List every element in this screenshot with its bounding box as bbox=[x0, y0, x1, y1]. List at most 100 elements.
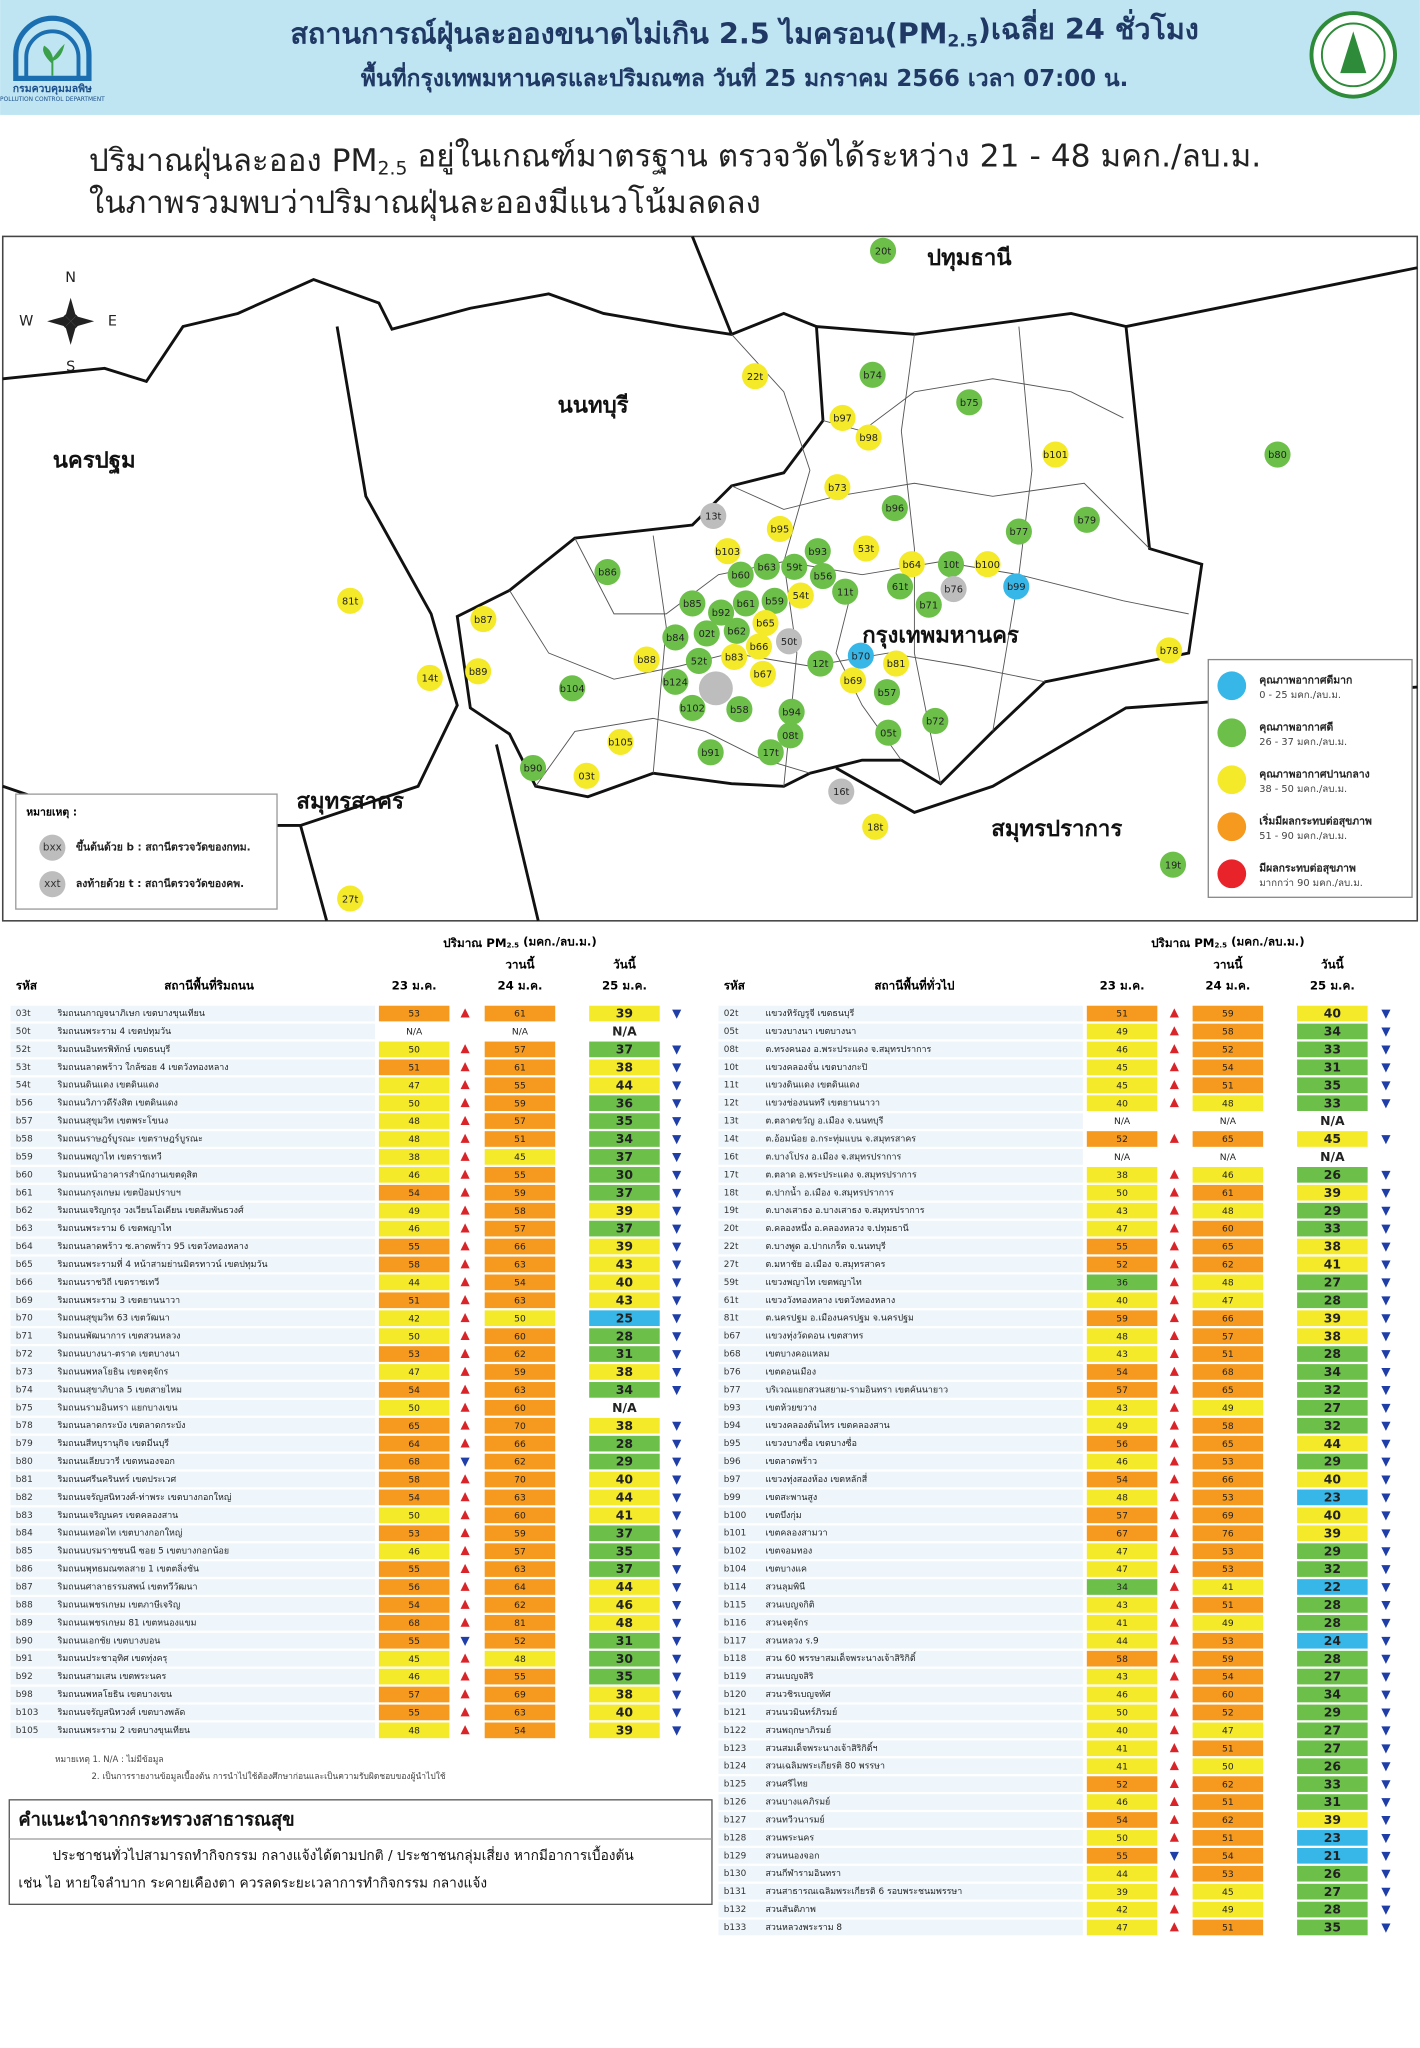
value-cell bbox=[484, 1471, 556, 1488]
value: 37 bbox=[616, 1185, 633, 1200]
station-code: b104 bbox=[724, 1565, 747, 1575]
legend-range: 0 - 25 มคก./ลบ.ม. bbox=[1259, 690, 1341, 701]
value-cell bbox=[1086, 1041, 1158, 1058]
station-marker bbox=[708, 599, 735, 626]
value-cell bbox=[589, 1399, 660, 1416]
value-cell bbox=[1192, 1059, 1264, 1076]
text-part: ปริมาณ PM bbox=[1151, 936, 1214, 950]
value-cell bbox=[484, 1543, 556, 1559]
value-cell bbox=[1297, 1131, 1368, 1147]
station-name: ต.มหาชัย อ.เมือง จ.สมุทรสาคร bbox=[766, 1259, 886, 1270]
station-code: b69 bbox=[16, 1296, 33, 1306]
value: 39 bbox=[1324, 1185, 1341, 1200]
station-code: b87 bbox=[16, 1582, 33, 1592]
value: 35 bbox=[1324, 1920, 1341, 1935]
value-cell bbox=[1086, 1614, 1158, 1631]
value: 51 bbox=[1222, 1798, 1234, 1808]
value: 47 bbox=[1116, 1565, 1128, 1575]
station-label: b81 bbox=[887, 659, 906, 670]
value-cell bbox=[484, 1113, 556, 1129]
value-cell bbox=[1192, 1632, 1264, 1649]
value: 63 bbox=[514, 1386, 526, 1396]
value-cell bbox=[484, 1399, 556, 1416]
station-name: ริมถนนศาลาธรรมสพน์ เขตทวีวัฒนา bbox=[57, 1581, 197, 1592]
value: 29 bbox=[1324, 1203, 1341, 1218]
station-label: b97 bbox=[833, 414, 852, 425]
value-cell bbox=[1192, 1614, 1264, 1631]
row-band bbox=[10, 1668, 375, 1685]
value: 50 bbox=[408, 1099, 420, 1109]
value: 66 bbox=[514, 1243, 526, 1253]
station-name: เขตสะพานสูง bbox=[766, 1493, 818, 1503]
value-cell bbox=[1086, 1883, 1158, 1900]
value: 49 bbox=[1116, 1028, 1128, 1038]
trend-up bbox=[1169, 1635, 1179, 1645]
value-cell bbox=[1192, 1597, 1264, 1613]
value: 44 bbox=[1116, 1870, 1128, 1880]
station-label: 10t bbox=[943, 560, 959, 571]
trend-up bbox=[1169, 1384, 1179, 1394]
station-name: ต.ตลาด อ.พระประแดง จ.สมุทรปราการ bbox=[766, 1170, 917, 1180]
trend-up bbox=[460, 1187, 470, 1197]
col-header: รหัส bbox=[724, 979, 746, 993]
value: 55 bbox=[1116, 1852, 1128, 1862]
value: 57 bbox=[514, 1547, 526, 1557]
value: 53 bbox=[1222, 1547, 1234, 1557]
station-name: ริมถนนสุขุมวิท เขตพระโขนง bbox=[57, 1116, 168, 1127]
station-name: แขวงวังทองหลาง เขตวังทองหลาง bbox=[766, 1296, 896, 1306]
value: 58 bbox=[1116, 1655, 1128, 1665]
trend-up bbox=[460, 1080, 470, 1090]
value-cell bbox=[484, 1632, 556, 1649]
value: 39 bbox=[1324, 1525, 1341, 1540]
value: 49 bbox=[1222, 1404, 1234, 1414]
value-cell bbox=[484, 1238, 556, 1255]
value: 54 bbox=[408, 1494, 420, 1504]
row-band bbox=[10, 1417, 375, 1434]
value-cell bbox=[378, 1614, 450, 1631]
station-marker bbox=[761, 587, 788, 614]
station-label: b92 bbox=[712, 608, 731, 619]
station-label: 59t bbox=[786, 563, 802, 574]
value: 51 bbox=[1222, 1744, 1234, 1754]
station-marker bbox=[726, 696, 753, 723]
value-cell bbox=[484, 1256, 556, 1273]
station-marker bbox=[828, 778, 855, 805]
value-cell bbox=[1086, 1077, 1158, 1094]
value: 62 bbox=[514, 1458, 526, 1468]
value: 40 bbox=[616, 1275, 634, 1290]
value: 66 bbox=[514, 1440, 526, 1450]
value: 66 bbox=[1222, 1476, 1234, 1486]
value-cell bbox=[1192, 1184, 1264, 1201]
station-marker bbox=[753, 553, 780, 580]
value: 45 bbox=[408, 1655, 420, 1665]
summary: ปริมาณฝุ่นละออง PM2.5 อยู่ในเกณฑ์มาตรฐาน… bbox=[89, 138, 1261, 180]
trend-up bbox=[1169, 1456, 1179, 1466]
trend-down bbox=[672, 1618, 682, 1629]
value: 51 bbox=[1222, 1924, 1234, 1934]
value: 46 bbox=[408, 1225, 420, 1235]
trend-up bbox=[1169, 1814, 1179, 1824]
advice-text: เช่น ไอ หายใจลำบาก ระคายเคืองตา ควรลดระย… bbox=[18, 1874, 487, 1891]
row-band bbox=[10, 1686, 375, 1703]
station-name: เขตบึงกุ่ม bbox=[766, 1510, 802, 1521]
row-band bbox=[718, 1883, 1083, 1900]
value-cell bbox=[1297, 1113, 1368, 1129]
value-cell bbox=[1086, 1310, 1158, 1327]
station-code: b63 bbox=[16, 1224, 33, 1234]
trend-up bbox=[1169, 1886, 1179, 1896]
station-label: 54t bbox=[793, 591, 809, 602]
value: 41 bbox=[1116, 1619, 1128, 1629]
trend-down bbox=[1381, 1403, 1391, 1414]
station-name: ริมถนนบางนา-ตราด เขตบางนา bbox=[57, 1349, 180, 1360]
station-name: แขวงพญาไท เขตพญาไท bbox=[766, 1277, 862, 1288]
trend-down bbox=[1381, 1242, 1391, 1252]
value-cell bbox=[1192, 1489, 1264, 1506]
text-part: สถานการณ์ฝุ่นละอองขนาดไม่เกิน 2.5 ไมครอน… bbox=[290, 16, 947, 51]
station-name: สวนเฉลิมพระเกียรติ 80 พรรษา bbox=[766, 1761, 886, 1772]
value: 44 bbox=[616, 1579, 634, 1594]
value-cell bbox=[378, 1507, 450, 1524]
value-cell bbox=[589, 1220, 660, 1237]
value-cell bbox=[1297, 1650, 1368, 1667]
value: 48 bbox=[1116, 1332, 1128, 1342]
trend-up bbox=[1169, 1133, 1179, 1143]
